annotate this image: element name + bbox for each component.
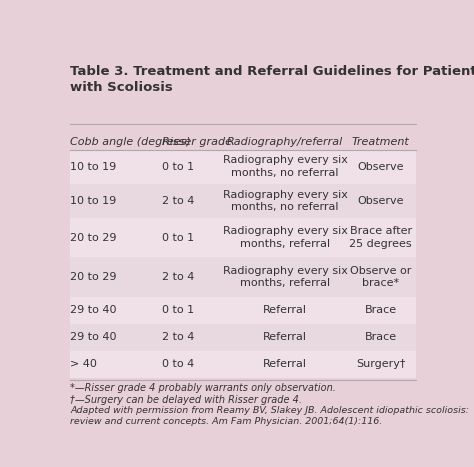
Text: Brace after
25 degrees: Brace after 25 degrees xyxy=(349,226,412,249)
Text: Brace: Brace xyxy=(365,333,397,342)
Text: 0 to 1: 0 to 1 xyxy=(162,305,194,315)
Text: 2 to 4: 2 to 4 xyxy=(162,272,194,282)
Text: Observe: Observe xyxy=(357,162,404,171)
Text: 29 to 40: 29 to 40 xyxy=(70,333,117,342)
Text: Radiography every six
months, no referral: Radiography every six months, no referra… xyxy=(223,156,347,178)
Text: *—Risser grade 4 probably warrants only observation.: *—Risser grade 4 probably warrants only … xyxy=(70,383,336,393)
Text: 2 to 4: 2 to 4 xyxy=(162,196,194,206)
Text: Adapted with permission from Reamy BV, Slakey JB. Adolescent idiopathic scoliosi: Adapted with permission from Reamy BV, S… xyxy=(70,405,469,426)
Text: Observe: Observe xyxy=(357,196,404,206)
Text: 0 to 4: 0 to 4 xyxy=(162,360,194,369)
Text: Radiography every six
months, no referral: Radiography every six months, no referra… xyxy=(223,190,347,212)
Text: > 40: > 40 xyxy=(70,360,97,369)
Text: Referral: Referral xyxy=(263,333,307,342)
Bar xyxy=(70,257,416,297)
Text: 10 to 19: 10 to 19 xyxy=(70,162,117,171)
Text: Radiography every six
months, referral: Radiography every six months, referral xyxy=(223,266,347,289)
Bar xyxy=(70,351,416,378)
Text: Referral: Referral xyxy=(263,305,307,315)
Text: 20 to 29: 20 to 29 xyxy=(70,272,117,282)
Text: Risser grade: Risser grade xyxy=(162,137,232,147)
Text: Surgery†: Surgery† xyxy=(356,360,405,369)
Text: Treatment: Treatment xyxy=(352,137,410,147)
Text: Brace: Brace xyxy=(365,305,397,315)
Bar xyxy=(70,149,416,184)
Bar xyxy=(70,324,416,351)
Text: 10 to 19: 10 to 19 xyxy=(70,196,117,206)
Text: 0 to 1: 0 to 1 xyxy=(162,162,194,171)
Bar xyxy=(70,297,416,324)
Text: 29 to 40: 29 to 40 xyxy=(70,305,117,315)
Bar xyxy=(70,184,416,218)
Text: 0 to 1: 0 to 1 xyxy=(162,233,194,243)
Text: Observe or
brace*: Observe or brace* xyxy=(350,266,411,289)
Text: Table 3. Treatment and Referral Guidelines for Patients
with Scoliosis: Table 3. Treatment and Referral Guidelin… xyxy=(70,65,474,94)
Text: Radiography/referral: Radiography/referral xyxy=(227,137,343,147)
Text: 20 to 29: 20 to 29 xyxy=(70,233,117,243)
Text: 2 to 4: 2 to 4 xyxy=(162,333,194,342)
Text: Referral: Referral xyxy=(263,360,307,369)
Text: †—Surgery can be delayed with Risser grade 4.: †—Surgery can be delayed with Risser gra… xyxy=(70,395,302,405)
Text: Radiography every six
months, referral: Radiography every six months, referral xyxy=(223,226,347,249)
Text: Cobb angle (degrees): Cobb angle (degrees) xyxy=(70,137,191,147)
Bar xyxy=(70,218,416,257)
